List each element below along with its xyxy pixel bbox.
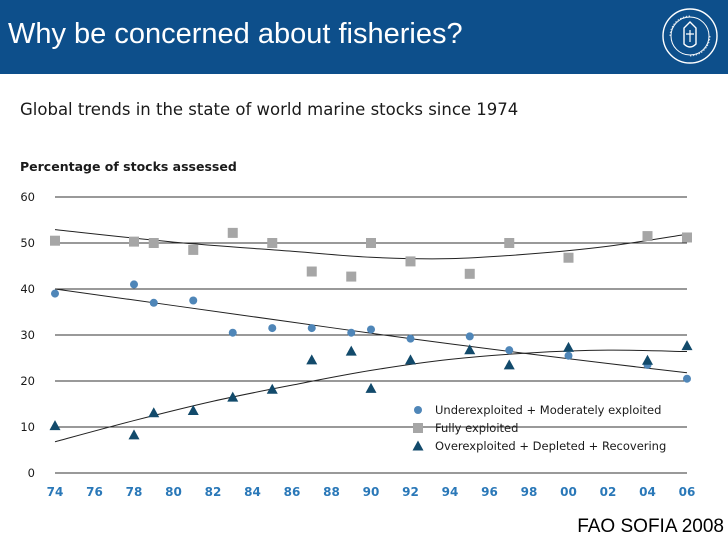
square-point (563, 252, 574, 263)
legend-triangle-marker (412, 440, 424, 451)
y-tick-label: 0 (28, 466, 35, 480)
square-point (504, 238, 515, 248)
circle-point (189, 296, 198, 305)
square-point (267, 238, 278, 248)
x-tick-label: 90 (363, 485, 380, 499)
triangle-point (642, 354, 653, 365)
x-tick-label: 94 (442, 485, 459, 499)
chart-subtitle: Percentage of stocks assessed (20, 159, 237, 174)
x-tick-label: 78 (126, 485, 143, 499)
triangle-point (345, 345, 357, 356)
square-point (405, 256, 416, 267)
circle-point (307, 324, 316, 333)
square-point (188, 244, 199, 255)
x-tick-label: 80 (165, 485, 182, 499)
circle-point (406, 334, 415, 343)
legend-label: Underexploited + Moderately exploited (435, 403, 661, 417)
square-point (227, 227, 238, 238)
triangle-point (49, 420, 61, 431)
triangle-point (266, 383, 278, 394)
triangle-point (365, 382, 377, 393)
y-tick-label: 40 (20, 282, 35, 296)
x-tick-label: 76 (86, 485, 103, 499)
square-point (682, 232, 692, 243)
y-tick-label: 10 (20, 420, 35, 434)
university-of-bergen-seal-icon (662, 8, 718, 64)
x-tick-label: 88 (323, 485, 340, 499)
square-point (464, 268, 475, 279)
trend-line (54, 229, 688, 260)
y-tick-label: 50 (20, 236, 35, 250)
triangle-point (187, 404, 199, 415)
circle-point (564, 351, 573, 360)
x-tick-label: 02 (600, 485, 617, 499)
x-tick-label: 96 (481, 485, 498, 499)
square-point (129, 236, 139, 247)
source-label: FAO SOFIA 2008 (577, 516, 724, 537)
triangle-point (306, 354, 318, 365)
triangle-point (128, 429, 140, 440)
triangle-point (405, 354, 416, 365)
y-tick-label: 60 (20, 190, 35, 204)
legend-square-marker (413, 423, 423, 433)
triangle-point (681, 340, 693, 351)
square-point (306, 266, 317, 277)
circle-point (149, 298, 158, 307)
header-bar: Why be concerned about fisheries? (0, 0, 728, 74)
triangle-point (563, 341, 574, 352)
square-point (642, 231, 653, 242)
x-tick-label: 06 (679, 485, 696, 499)
circle-point (683, 374, 691, 383)
x-tick-label: 92 (402, 485, 419, 499)
y-tick-label: 20 (20, 374, 35, 388)
slide-title: Why be concerned about fisheries? (8, 18, 463, 50)
circle-point (367, 325, 375, 334)
circle-point (51, 289, 59, 298)
square-point (346, 271, 357, 282)
circle-point (268, 324, 277, 333)
legend-label: Overexploited + Depleted + Recovering (435, 439, 666, 453)
circle-point (130, 280, 138, 289)
circle-point (505, 346, 514, 355)
x-tick-label: 98 (521, 485, 538, 499)
trend-line (54, 288, 688, 374)
triangle-point (148, 407, 160, 418)
triangle-point (464, 344, 476, 355)
chart-title: Global trends in the state of world mari… (20, 100, 519, 119)
x-tick-label: 00 (560, 485, 577, 499)
x-tick-label: 84 (244, 485, 261, 499)
x-tick-label: 86 (284, 485, 301, 499)
x-tick-label: 04 (639, 485, 656, 499)
square-point (148, 238, 159, 248)
triangle-point (503, 359, 515, 370)
square-point (50, 235, 60, 246)
legend-circle-marker (414, 406, 422, 414)
square-point (366, 238, 376, 248)
circle-point (465, 332, 474, 341)
legend-label: Fully exploited (435, 421, 518, 435)
triangle-point (227, 391, 239, 402)
x-tick-label: 74 (47, 485, 64, 499)
trend-line (54, 349, 688, 443)
circle-point (228, 328, 237, 337)
circle-point (347, 328, 356, 337)
y-tick-label: 30 (20, 328, 35, 342)
x-tick-label: 82 (205, 485, 222, 499)
